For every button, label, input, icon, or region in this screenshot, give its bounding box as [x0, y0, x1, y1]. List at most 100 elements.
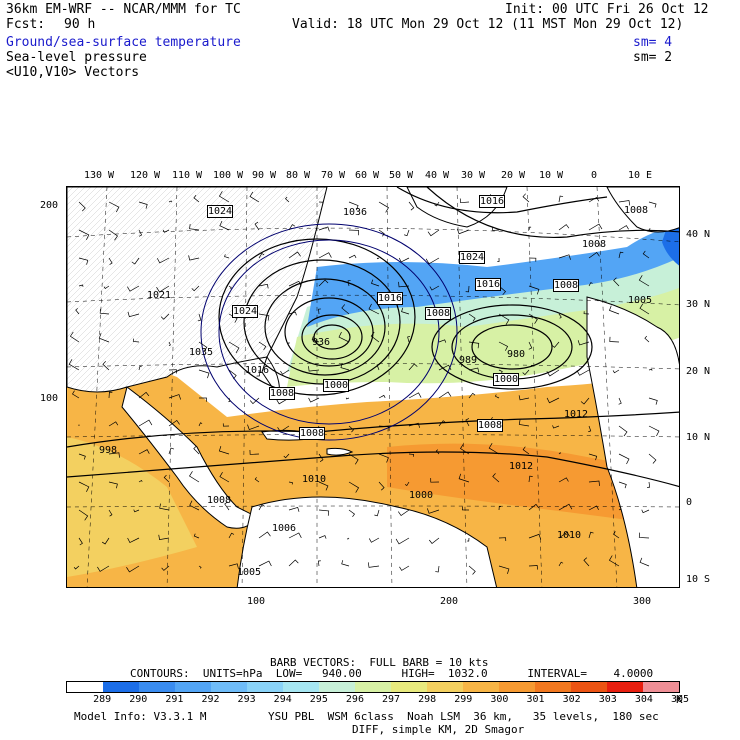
wind-barb [348, 481, 360, 493]
wind-barb [618, 200, 631, 206]
grid-x-100: 100 [247, 596, 266, 607]
sst-band-warm-west [67, 437, 197, 577]
wind-barb [126, 565, 140, 573]
wind-barb [258, 341, 267, 351]
wind-barb [219, 220, 230, 231]
wind-barb [644, 335, 650, 343]
wind-barb [191, 285, 200, 292]
wind-barb [98, 333, 110, 343]
wind-barb [558, 531, 571, 539]
wind-barb [492, 227, 500, 231]
wind-barb [69, 331, 80, 343]
wind-barb [583, 557, 590, 567]
wind-barb [588, 223, 603, 231]
wind-barb [648, 453, 657, 464]
valid-time: Valid: 18 UTC Mon 29 Oct 12 (11 MST Mon … [292, 17, 684, 32]
colorbar-swatch [427, 682, 463, 692]
wind-barb [558, 313, 562, 319]
wind-barb [609, 336, 620, 343]
wind-barb [498, 313, 510, 326]
wind-barb [458, 473, 470, 483]
wind-barb [258, 253, 265, 259]
wind-barb [78, 424, 80, 427]
map-panel: 1024 1016 1036 1008 1024 1016 1008 1008 … [66, 186, 680, 588]
pressure-label: 1024 [207, 205, 234, 218]
pressure-label: 1008 [299, 427, 326, 440]
wind-barb [518, 395, 530, 401]
colorbar-swatch [67, 682, 103, 692]
wind-barb [97, 565, 110, 572]
wind-barb [161, 565, 170, 571]
wind-barb [618, 225, 629, 231]
grid-y-100: 100 [40, 393, 59, 404]
longitude-label: 110 W [171, 170, 203, 181]
wind-barb [456, 228, 470, 235]
wind-barb [193, 533, 200, 539]
wind-barb [288, 481, 293, 485]
pressure-label: 1016 [479, 195, 506, 208]
wind-barb [408, 363, 418, 371]
wind-barb [528, 533, 542, 540]
wind-barb [218, 446, 230, 455]
pressure-label: 1000 [323, 379, 350, 392]
low-center-label: 980 [507, 349, 526, 360]
wind-barb [378, 425, 389, 432]
wind-barb [108, 201, 120, 213]
colorbar-tick: 293 [237, 694, 256, 705]
wind-barb [468, 367, 480, 373]
wind-barb [318, 535, 327, 539]
wind-barb [368, 537, 380, 543]
wind-barb [404, 481, 410, 487]
wind-barb [408, 453, 415, 457]
colorbar-swatch [499, 682, 535, 692]
wind-barb [311, 336, 320, 343]
wind-barb [317, 560, 321, 567]
wind-barb [280, 369, 290, 375]
wind-barb [552, 425, 560, 429]
pressure-label: 1012 [564, 409, 589, 420]
wind-barb [558, 503, 573, 511]
wind-barb [345, 397, 350, 400]
wind-barb [638, 275, 650, 287]
wind-barb [558, 254, 571, 260]
wind-barb [546, 397, 560, 404]
longitude-label: 130 W [83, 170, 115, 181]
wind-barb [639, 557, 650, 567]
grid-x-300: 300 [633, 596, 652, 607]
longitude-label: 120 W [129, 170, 161, 181]
wind-barb [588, 453, 598, 461]
colorbar-tick: 302 [562, 694, 581, 705]
longitude-label: 100 W [212, 170, 244, 181]
wind-barb [219, 471, 230, 483]
longitude-label: 10 W [538, 170, 564, 181]
wind-barb [193, 195, 200, 203]
land-europe [606, 187, 679, 233]
wind-barb [228, 397, 231, 403]
latitude-label: 30 N [686, 299, 711, 310]
wind-barb [156, 257, 170, 264]
wind-barb [254, 221, 260, 231]
pressure-label: 1024 [459, 251, 486, 264]
wind-barb [376, 257, 380, 260]
wind-barb [370, 331, 380, 343]
wind-barb [648, 228, 651, 231]
wind-barb [618, 453, 630, 465]
wind-barb [138, 365, 142, 371]
wind-barb [498, 285, 507, 296]
pressure-label: 1035 [189, 347, 214, 358]
wind-barb [465, 285, 470, 293]
wind-barb [348, 201, 359, 211]
wind-barb [378, 394, 386, 399]
wind-barb [588, 425, 592, 433]
wind-barb [318, 308, 321, 315]
colorbar-tick: 290 [129, 694, 148, 705]
wind-barb [367, 562, 380, 568]
wind-barb [408, 201, 415, 211]
wind-barb [459, 198, 470, 204]
pressure-label: 1016 [377, 292, 404, 305]
wind-barb [588, 531, 594, 539]
colorbar-tick: 296 [345, 694, 364, 705]
colorbar-swatch [211, 682, 247, 692]
wind-barb [460, 444, 470, 455]
grid-y-200: 200 [40, 200, 59, 211]
